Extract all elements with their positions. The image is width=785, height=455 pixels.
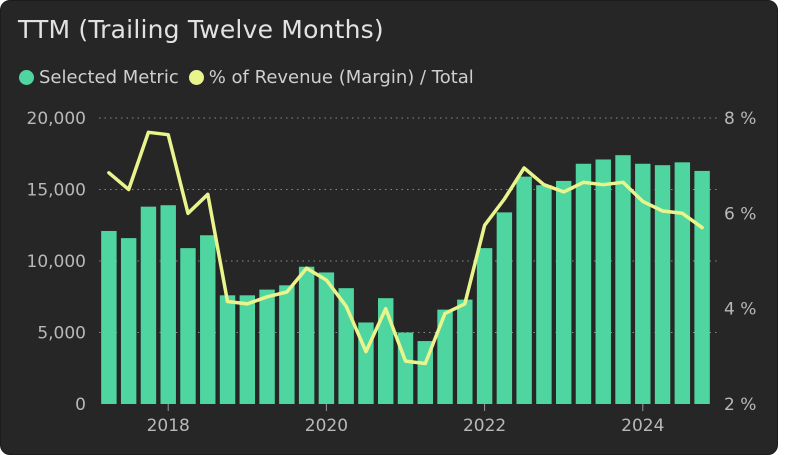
bar xyxy=(200,235,216,404)
legend-label-selected-metric: Selected Metric xyxy=(39,67,179,88)
bar xyxy=(575,163,592,404)
x-tick-label: 2022 xyxy=(463,416,506,436)
bar xyxy=(674,162,691,404)
legend: Selected Metric % of Revenue (Margin) / … xyxy=(19,67,484,88)
legend-dot-selected-metric xyxy=(19,70,34,85)
bar xyxy=(437,309,453,404)
margin-line xyxy=(107,130,704,366)
bar xyxy=(694,170,710,404)
bar xyxy=(536,185,552,404)
chart-title: TTM (Trailing Twelve Months) xyxy=(18,15,384,44)
bar xyxy=(476,248,493,404)
x-tick-label: 2018 xyxy=(147,416,190,436)
y-right-tick-label: 2 % xyxy=(724,395,756,415)
bar xyxy=(595,159,611,404)
legend-dot-margin xyxy=(188,70,204,85)
bar xyxy=(101,230,117,404)
bar xyxy=(555,180,572,404)
bar xyxy=(654,165,671,404)
bar xyxy=(635,163,651,404)
bar xyxy=(298,266,315,404)
bar xyxy=(358,322,374,404)
x-tick-label: 2020 xyxy=(305,416,348,436)
bar xyxy=(457,299,473,404)
y-left-tick-label: 10,000 xyxy=(27,252,86,272)
y-right-tick-label: 4 % xyxy=(724,300,756,320)
bar xyxy=(219,295,236,404)
bar xyxy=(239,295,256,404)
y-right-tick-label: 6 % xyxy=(724,204,756,224)
bar xyxy=(615,155,631,404)
legend-item-selected-metric[interactable]: Selected Metric xyxy=(19,67,179,88)
x-tick-label: 2024 xyxy=(621,416,664,436)
bar xyxy=(160,205,176,404)
y-left-tick-label: 20,000 xyxy=(27,109,86,129)
bar xyxy=(259,289,275,404)
bar xyxy=(140,206,157,404)
bar xyxy=(180,248,196,404)
legend-label-margin: % of Revenue (Margin) / Total xyxy=(208,67,474,88)
bar xyxy=(279,285,295,404)
legend-item-margin[interactable]: % of Revenue (Margin) / Total xyxy=(188,67,474,88)
y-right-tick-label: 8 % xyxy=(724,109,756,129)
bar xyxy=(496,212,513,404)
y-left-tick-label: 0 xyxy=(75,395,86,415)
y-left-tick-label: 5,000 xyxy=(37,324,86,344)
bar xyxy=(378,298,394,404)
bar xyxy=(318,272,335,404)
y-left-tick-label: 15,000 xyxy=(27,181,86,201)
bar xyxy=(120,238,137,404)
bar xyxy=(516,176,532,404)
